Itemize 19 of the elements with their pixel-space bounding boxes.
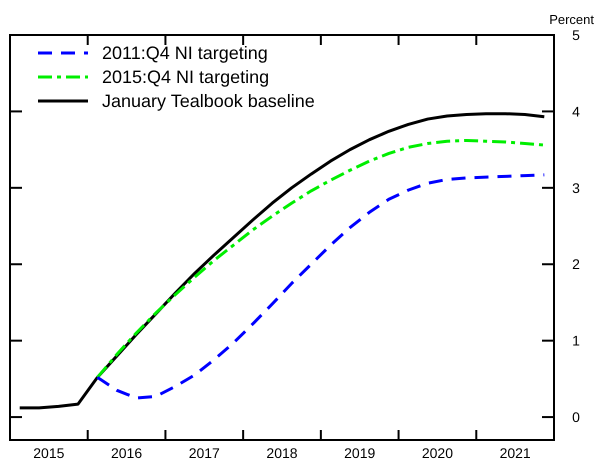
- y-tick-label: 3: [572, 180, 580, 196]
- line-series: [96, 173, 546, 400]
- x-tick-label: 2020: [422, 445, 454, 461]
- x-tick-label: 2018: [266, 445, 298, 461]
- legend-label: January Tealbook baseline: [102, 91, 315, 111]
- x-tick-label: 2016: [110, 445, 142, 461]
- y-tick-label: 0: [572, 409, 580, 426]
- x-tick-label: 2019: [344, 445, 376, 461]
- x-tick-label: 2021: [500, 445, 531, 461]
- y-tick-label: 1: [572, 332, 580, 349]
- y-tick-label: 4: [572, 103, 580, 120]
- legend-label: 2015:Q4 NI targeting: [102, 67, 270, 87]
- y-tick-label: 5: [572, 27, 580, 43]
- y-tick-label: 2: [572, 256, 580, 272]
- x-tick-label: 2015: [33, 445, 65, 461]
- y-axis-title: Percent: [549, 12, 594, 27]
- x-tick-label: 2017: [188, 445, 220, 461]
- legend-label: 2011:Q4 NI targeting: [102, 43, 268, 63]
- line-series: [96, 138, 546, 379]
